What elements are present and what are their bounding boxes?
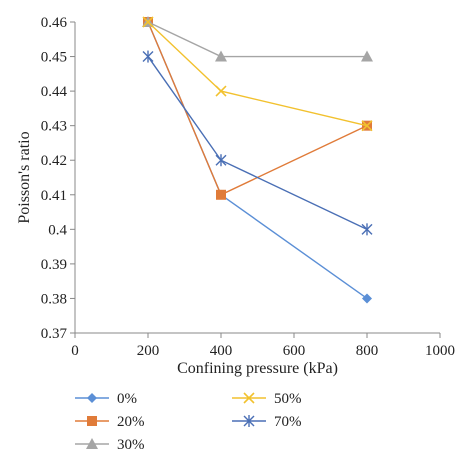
y-axis-label: Poisson's ratio [16, 131, 33, 223]
axes [74, 22, 440, 334]
legend-label: 50% [274, 391, 302, 407]
data-point [362, 293, 372, 304]
data-point [361, 120, 373, 132]
data-point [142, 16, 154, 28]
x-tick-label: 0 [71, 343, 79, 359]
legend-label: 30% [117, 437, 145, 453]
series-layer [142, 16, 373, 304]
x-tick-label: 400 [210, 343, 233, 359]
ticks: 0 200 400 600 800 1000 0.37 0.38 0.39 0.4 0.41 0.42… [41, 15, 455, 359]
legend-marker [243, 415, 255, 427]
series-4 [142, 50, 373, 236]
x-marker-stroke [243, 392, 255, 404]
data-point [215, 154, 227, 167]
x-marker-stroke [142, 16, 154, 28]
legend-item: 30% [75, 437, 145, 453]
series-line [147, 21, 367, 58]
series-3 [142, 16, 373, 132]
x-tick-label: 200 [137, 343, 160, 359]
legend-item: 50% [232, 391, 302, 407]
y-tick-label: 0.4 [48, 222, 67, 238]
x-axis-label: Confining pressure (kPa) [177, 360, 338, 377]
series-2 [142, 16, 373, 62]
x-tick-label: 600 [283, 343, 306, 359]
y-tick-label: 0.37 [41, 326, 68, 342]
series-line [147, 21, 368, 300]
legend-item: 70% [232, 414, 302, 430]
legend: 0% 20% 30% 50% 70% [75, 391, 302, 453]
x-tick-label: 800 [356, 343, 379, 359]
legend-item: 20% [75, 414, 145, 430]
legend-marker [87, 393, 97, 403]
x-marker-stroke [215, 85, 227, 97]
data-point [216, 189, 226, 200]
legend-label: 70% [274, 414, 302, 430]
y-tick-label: 0.46 [41, 15, 68, 31]
data-point [142, 50, 154, 63]
y-tick-label: 0.45 [41, 50, 67, 66]
y-tick-label: 0.38 [41, 291, 67, 307]
legend-marker [86, 438, 98, 449]
series-1 [143, 17, 372, 200]
x-tick-label: 1000 [425, 343, 455, 359]
legend-label: 0% [117, 391, 137, 407]
data-point [361, 223, 373, 236]
y-tick-label: 0.41 [41, 188, 67, 204]
legend-item: 0% [75, 391, 137, 407]
y-tick-label: 0.39 [41, 257, 67, 273]
y-tick-label: 0.43 [41, 119, 67, 135]
data-point [215, 85, 227, 97]
legend-marker [87, 416, 97, 426]
data-point [361, 50, 373, 62]
y-tick-label: 0.42 [41, 153, 67, 169]
legend-label: 20% [117, 414, 145, 430]
series-line [147, 21, 368, 196]
x-marker-stroke [361, 120, 373, 132]
legend-marker [243, 392, 255, 404]
series-0 [143, 17, 372, 304]
series-line [147, 56, 368, 230]
data-point [215, 50, 227, 62]
y-tick-label: 0.44 [41, 84, 68, 100]
